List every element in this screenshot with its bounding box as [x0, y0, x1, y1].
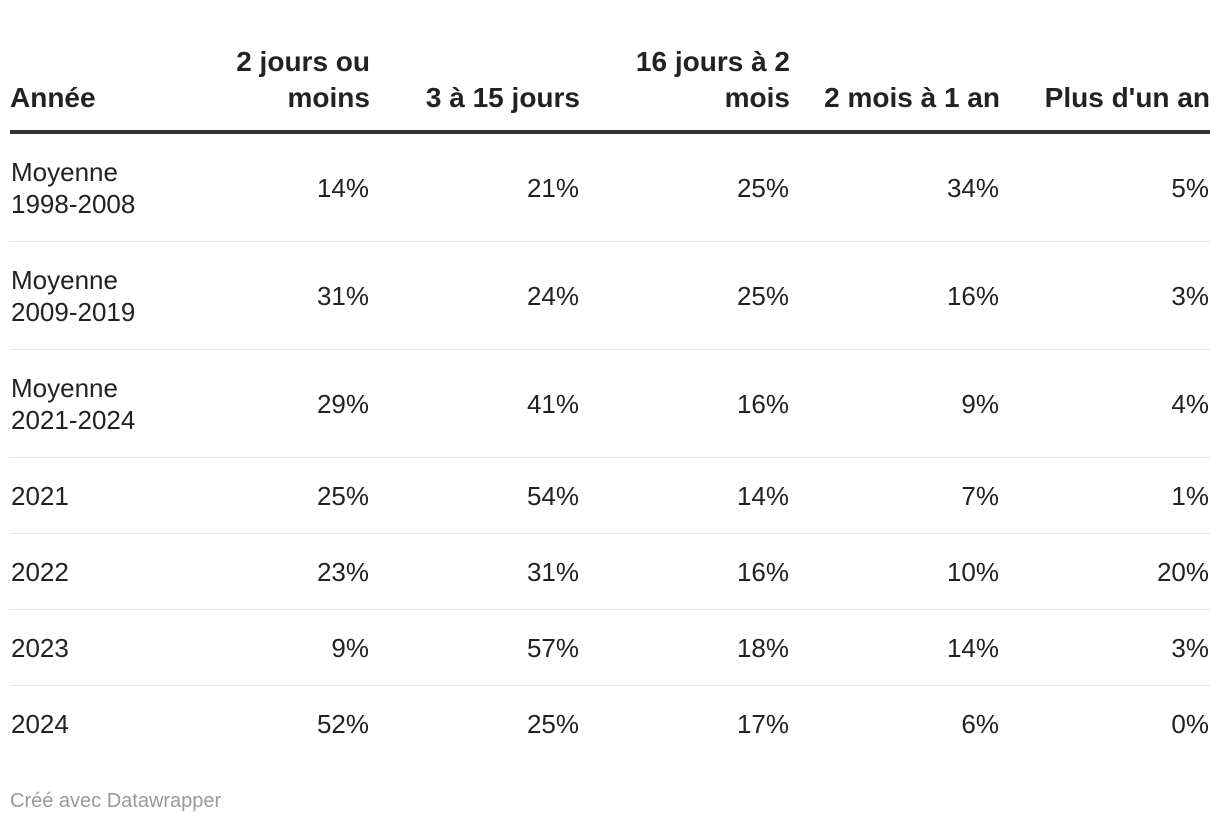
row-label: Moyenne 1998-2008 — [10, 132, 160, 242]
table-cell: 31% — [370, 533, 580, 610]
column-header-3-a-15-jours: 3 à 15 jours — [370, 0, 580, 134]
table-cell: 6% — [961, 708, 999, 739]
column-header-plus-d-un-an: Plus d'un an — [1000, 0, 1210, 134]
column-header-2-mois-a-1-an: 2 mois à 1 an — [790, 0, 1000, 134]
table-cell: 52% — [316, 708, 369, 739]
table-cell: 16% — [580, 533, 790, 610]
table-cell: 20% — [1000, 533, 1210, 610]
table-cell: 0% — [1171, 708, 1209, 739]
row-label: 2022 — [10, 533, 160, 610]
table-cell: 16% — [790, 241, 1000, 350]
table-cell: 23% — [160, 533, 370, 610]
table-cell: 41% — [370, 349, 580, 458]
table-cell: 24% — [370, 241, 580, 350]
table-cell: 25% — [580, 241, 790, 350]
table-cell: 31% — [160, 241, 370, 350]
table-row: Moyenne 2009-2019 31% 24% 25% 16% 3% — [10, 241, 1210, 350]
table-cell: 25% — [160, 457, 370, 534]
table-row: 2021 25% 54% 14% 7% 1% — [10, 457, 1210, 534]
header-row: Année 2 jours ou moins 3 à 15 jours 16 j… — [10, 0, 1210, 134]
table-cell: 25% — [580, 132, 790, 242]
table-cell: 25% — [526, 708, 579, 739]
table-cell: 3% — [1000, 241, 1210, 350]
table-cell: 9% — [790, 349, 1000, 458]
table-cell: 14% — [160, 132, 370, 242]
row-label: 2024 — [11, 708, 69, 739]
table-cell: 54% — [370, 457, 580, 534]
row-label: 2023 — [10, 609, 160, 686]
table-cell: 57% — [370, 609, 580, 686]
table-cell: 14% — [580, 457, 790, 534]
table-cell: 7% — [790, 457, 1000, 534]
table-cell: 4% — [1000, 349, 1210, 458]
table-cell: 21% — [370, 132, 580, 242]
table-cell: 18% — [580, 609, 790, 686]
column-header-annee: Année — [10, 0, 160, 134]
table-cell: 10% — [790, 533, 1000, 610]
table-cell: 1% — [1000, 457, 1210, 534]
data-table: Année 2 jours ou moins 3 à 15 jours 16 j… — [10, 0, 1210, 761]
table-row: Moyenne 1998-2008 14% 21% 25% 34% 5% — [10, 132, 1210, 242]
table-cell: 3% — [1000, 609, 1210, 686]
data-table-container: Année 2 jours ou moins 3 à 15 jours 16 j… — [10, 0, 1210, 761]
table-cell: 9% — [160, 609, 370, 686]
table-row: 2023 9% 57% 18% 14% 3% — [10, 609, 1210, 686]
table-row: 2024 52% 25% 17% 6% 0% — [10, 686, 1210, 762]
row-label: 2021 — [10, 457, 160, 534]
table-cell: 5% — [1000, 132, 1210, 242]
column-header-2-jours-ou-moins: 2 jours ou moins — [160, 0, 370, 134]
column-header-16-jours-a-2-mois: 16 jours à 2 mois — [580, 0, 790, 134]
table-row: Moyenne 2021-2024 29% 41% 16% 9% 4% — [10, 349, 1210, 458]
table-cell: 17% — [736, 708, 789, 739]
table-row: 2022 23% 31% 16% 10% 20% — [10, 533, 1210, 610]
table-cell: 29% — [160, 349, 370, 458]
row-label: Moyenne 2009-2019 — [10, 241, 160, 350]
row-label: Moyenne 2021-2024 — [10, 349, 160, 458]
table-cell: 34% — [790, 132, 1000, 242]
table-cell: 14% — [790, 609, 1000, 686]
footer-credit: Créé avec Datawrapper — [10, 790, 222, 812]
table-cell: 16% — [580, 349, 790, 458]
